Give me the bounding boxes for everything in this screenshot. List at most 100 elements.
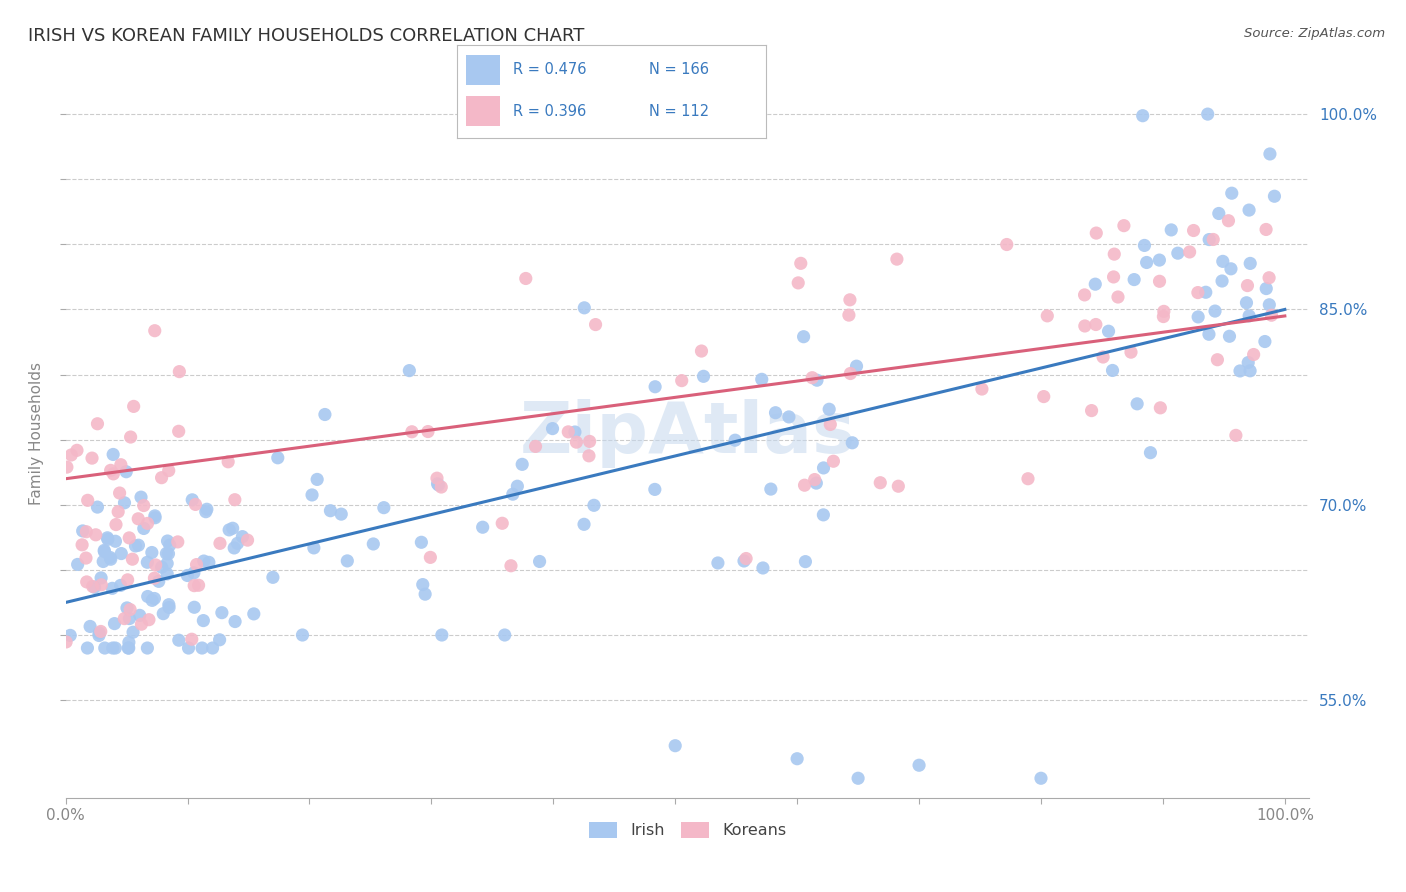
Point <box>1187 285 1209 300</box>
Point <box>1092 350 1115 364</box>
Point <box>823 454 845 468</box>
Point <box>1206 352 1229 367</box>
Point <box>644 483 666 497</box>
Point <box>198 555 221 569</box>
Point <box>1132 109 1154 123</box>
Point <box>1239 364 1261 378</box>
Point <box>733 554 755 568</box>
Point <box>193 614 215 628</box>
Point <box>183 579 205 593</box>
Point <box>132 521 155 535</box>
Y-axis label: Family Households: Family Households <box>30 361 44 505</box>
Point <box>224 541 246 555</box>
Point <box>330 507 353 521</box>
Point <box>813 461 835 475</box>
Point <box>524 439 547 453</box>
Point <box>100 463 122 477</box>
Point <box>820 417 842 432</box>
Point <box>157 547 180 561</box>
Point <box>1167 246 1189 260</box>
Point <box>302 541 325 555</box>
Point <box>510 458 533 472</box>
Point <box>155 546 177 560</box>
Point <box>411 535 433 549</box>
Point <box>1263 189 1285 203</box>
Point <box>96 531 118 545</box>
Point <box>208 632 231 647</box>
Point <box>794 555 817 569</box>
Point <box>578 449 600 463</box>
Text: N = 166: N = 166 <box>648 62 709 78</box>
Point <box>787 276 810 290</box>
Point <box>143 571 166 585</box>
Point <box>1219 261 1241 276</box>
Point <box>217 455 239 469</box>
Point <box>195 502 218 516</box>
Point <box>1236 278 1258 293</box>
Point <box>221 521 243 535</box>
Point <box>572 517 595 532</box>
Point <box>136 555 159 569</box>
Point <box>1212 254 1234 268</box>
Point <box>502 487 524 501</box>
Point <box>193 554 215 568</box>
Point <box>132 499 155 513</box>
Point <box>565 435 588 450</box>
Point <box>112 612 135 626</box>
Point <box>838 308 860 322</box>
Point <box>143 591 166 606</box>
Point <box>1149 253 1171 268</box>
Point <box>515 271 537 285</box>
Point <box>104 517 127 532</box>
Point <box>564 425 586 439</box>
Point <box>301 488 323 502</box>
Point <box>818 402 841 417</box>
Point <box>120 430 142 444</box>
Point <box>90 578 112 592</box>
Point <box>143 510 166 524</box>
Point <box>1133 238 1156 252</box>
Point <box>494 628 516 642</box>
Point <box>664 739 686 753</box>
Bar <box>467 96 501 126</box>
Point <box>416 425 439 439</box>
Point <box>186 558 208 572</box>
Point <box>82 579 104 593</box>
Point <box>167 633 190 648</box>
Point <box>970 382 993 396</box>
Point <box>208 536 231 550</box>
Point <box>1178 244 1201 259</box>
Point <box>506 479 529 493</box>
Point <box>86 500 108 514</box>
Point <box>83 580 105 594</box>
Point <box>1258 147 1281 161</box>
Point <box>104 640 127 655</box>
Point <box>94 640 117 655</box>
Point <box>1218 213 1240 227</box>
Point <box>644 380 666 394</box>
Point <box>86 417 108 431</box>
Point <box>118 611 141 625</box>
Bar <box>467 55 501 85</box>
Point <box>103 467 125 481</box>
Point <box>224 492 246 507</box>
Point <box>187 578 209 592</box>
Point <box>70 538 93 552</box>
Point <box>141 545 163 559</box>
Point <box>430 480 453 494</box>
Point <box>419 550 441 565</box>
Point <box>1097 324 1119 338</box>
Point <box>1017 472 1039 486</box>
Point <box>995 237 1018 252</box>
Point <box>1139 445 1161 459</box>
Point <box>110 547 132 561</box>
Point <box>1149 274 1171 288</box>
Point <box>93 543 115 558</box>
Point <box>180 632 202 647</box>
Point <box>401 425 423 439</box>
Point <box>1237 355 1260 369</box>
Point <box>87 626 110 640</box>
Point <box>839 367 862 381</box>
Point <box>145 558 167 572</box>
Point <box>157 598 180 612</box>
